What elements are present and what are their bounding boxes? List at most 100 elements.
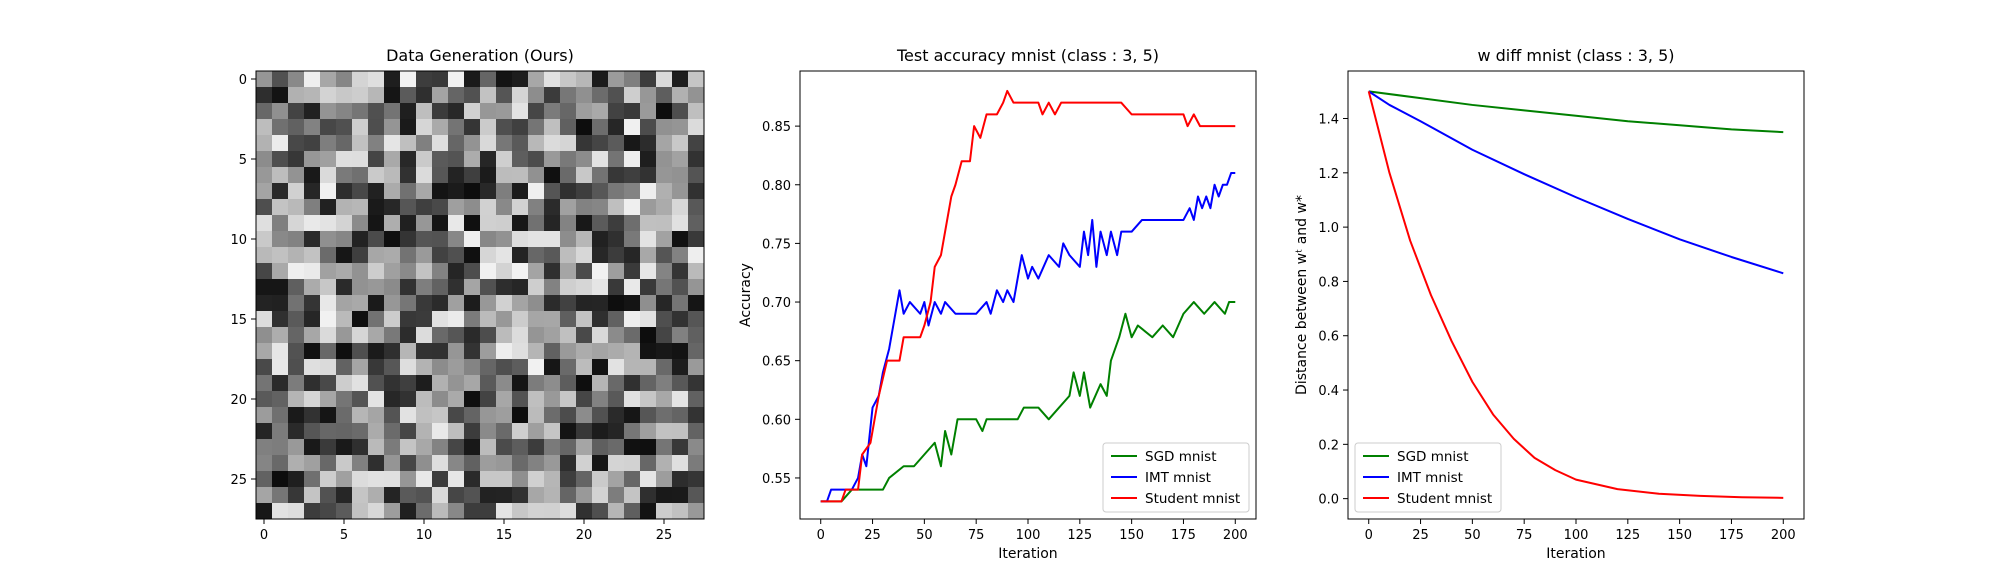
heatmap-cell — [576, 71, 593, 88]
heatmap-cell — [592, 311, 609, 328]
heatmap-cell — [368, 215, 385, 232]
heatmap-cell — [320, 279, 337, 296]
heatmap-cell — [672, 183, 689, 200]
heatmap-cell — [320, 151, 337, 168]
heatmap-cell — [288, 343, 305, 360]
heatmap-cell — [256, 167, 273, 184]
heatmap-cell — [416, 439, 433, 456]
heatmap-cell — [320, 135, 337, 152]
heatmap-cell — [288, 183, 305, 200]
heatmap-cell — [496, 215, 513, 232]
heatmap-cell — [656, 471, 673, 488]
heatmap-cell — [400, 263, 417, 280]
heatmap-cell — [432, 343, 449, 360]
heatmap-cell — [256, 183, 273, 200]
heatmap-cell — [368, 423, 385, 440]
heatmap-cell — [544, 167, 561, 184]
heatmap-cell — [656, 455, 673, 472]
heatmap-cell — [496, 231, 513, 248]
heatmap-cell — [480, 247, 497, 264]
heatmap-cell — [640, 311, 657, 328]
wdiff-legend: SGD mnist IMT mnist Student mnist — [1354, 442, 1502, 513]
heatmap-cell — [688, 311, 705, 328]
heatmap-cell — [272, 263, 289, 280]
heatmap-cell — [464, 503, 481, 520]
heatmap-cell — [288, 295, 305, 312]
heatmap-cell — [640, 215, 657, 232]
accuracy-x-label: Iteration — [998, 546, 1057, 562]
heatmap-cell — [512, 231, 529, 248]
heatmap-cell — [432, 167, 449, 184]
heatmap-cell — [304, 263, 321, 280]
heatmap-cell — [352, 295, 369, 312]
accuracy-x-tick-label: 200 — [1223, 528, 1248, 543]
heatmap-cell — [608, 263, 625, 280]
heatmap-cell — [416, 487, 433, 504]
accuracy-legend: SGD mnist IMT mnist Student mnist — [1102, 442, 1250, 513]
heatmap-cell — [480, 231, 497, 248]
heatmap-cell — [672, 311, 689, 328]
heatmap-cell — [432, 327, 449, 344]
heatmap-cell — [304, 471, 321, 488]
heatmap-cell — [256, 199, 273, 216]
accuracy-y-tick-label: 0.60 — [762, 413, 791, 428]
heatmap-cell — [640, 423, 657, 440]
heatmap-cell — [368, 167, 385, 184]
heatmap-cell — [496, 119, 513, 136]
heatmap-cell — [640, 71, 657, 88]
heatmap-cell — [416, 343, 433, 360]
heatmap-cell — [624, 343, 641, 360]
heatmap-cell — [576, 199, 593, 216]
heatmap-cell — [688, 471, 705, 488]
heatmap-cell — [512, 503, 529, 520]
accuracy-y-tick-label: 0.80 — [762, 179, 791, 194]
heatmap-cell — [432, 215, 449, 232]
heatmap-cell — [544, 135, 561, 152]
wdiff-y-tick-label: 0.0 — [1318, 493, 1339, 508]
heatmap-cell — [304, 199, 321, 216]
heatmap-cell — [672, 327, 689, 344]
heatmap-cell — [304, 119, 321, 136]
heatmap-cell — [608, 359, 625, 376]
heatmap-cell — [368, 231, 385, 248]
heatmap-cell — [464, 343, 481, 360]
heatmap-cell — [256, 71, 273, 88]
heatmap-cell — [464, 151, 481, 168]
wdiff-x-tick-label: 0 — [1365, 528, 1373, 543]
accuracy-y-tick-label: 0.65 — [762, 355, 791, 370]
heatmap-cell — [416, 311, 433, 328]
heatmap-cell — [304, 327, 321, 344]
heatmap-cell — [448, 263, 465, 280]
heatmap-cell — [368, 71, 385, 88]
heatmap-cell — [624, 183, 641, 200]
heatmap-cell — [528, 199, 545, 216]
heatmap-cell — [592, 471, 609, 488]
heatmap-cell — [256, 487, 273, 504]
heatmap-cell — [576, 263, 593, 280]
heatmap-cell — [512, 183, 529, 200]
heatmap-cell — [336, 71, 353, 88]
heatmap-cell — [352, 359, 369, 376]
heatmap-cell — [528, 503, 545, 520]
heatmap-cell — [528, 471, 545, 488]
heatmap-cell — [672, 391, 689, 408]
heatmap-cell — [576, 167, 593, 184]
heatmap-cell — [384, 375, 401, 392]
heatmap-cell — [672, 151, 689, 168]
heatmap-cell — [320, 471, 337, 488]
heatmap-cell — [592, 407, 609, 424]
heatmap-cell — [384, 183, 401, 200]
heatmap-cell — [320, 327, 337, 344]
heatmap-cell — [272, 71, 289, 88]
heatmap-cell — [480, 471, 497, 488]
heatmap-cell — [656, 391, 673, 408]
heatmap-cell — [528, 103, 545, 120]
heatmap-cell — [368, 119, 385, 136]
heatmap-cell — [624, 327, 641, 344]
heatmap-cell — [256, 455, 273, 472]
heatmap-cell — [512, 247, 529, 264]
heatmap-cell — [512, 151, 529, 168]
heatmap-cell — [288, 135, 305, 152]
heatmap-cell — [464, 439, 481, 456]
heatmap-cell — [272, 103, 289, 120]
